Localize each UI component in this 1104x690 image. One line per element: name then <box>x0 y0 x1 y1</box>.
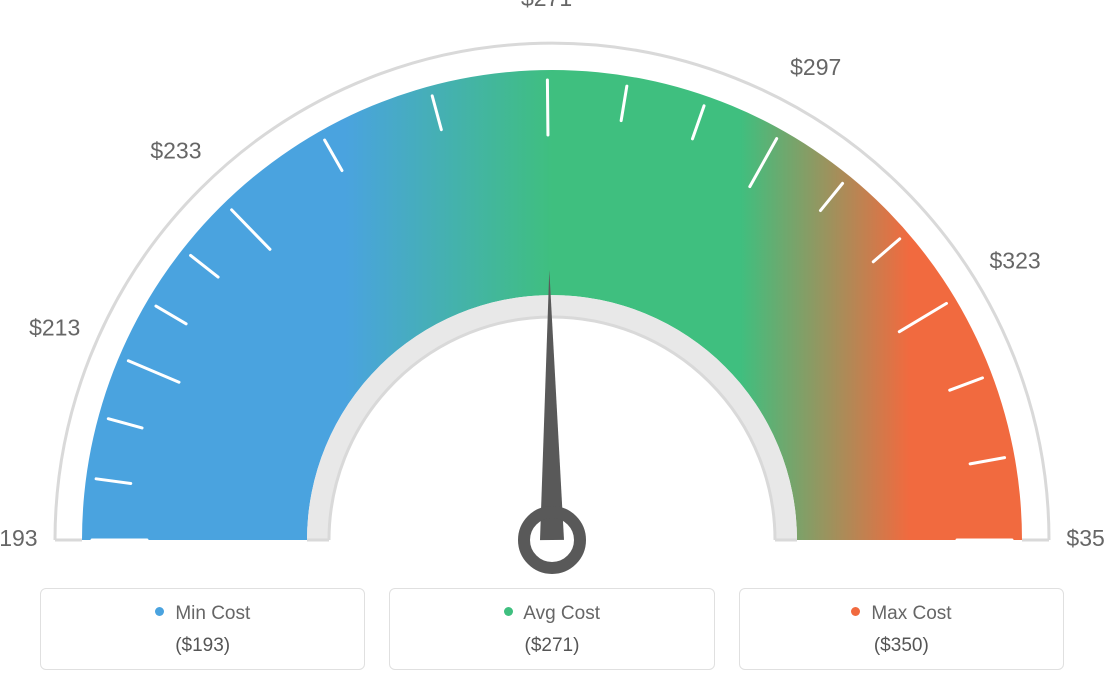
legend-min-title: Min Cost <box>49 603 356 625</box>
legend-min: Min Cost ($193) <box>40 588 365 670</box>
svg-text:$350: $350 <box>1066 525 1104 551</box>
legend-max-value: ($350) <box>748 635 1055 657</box>
legend-avg: Avg Cost ($271) <box>389 588 714 670</box>
legend-avg-label: Avg Cost <box>523 603 600 624</box>
cost-gauge-chart: $193 $213 $233 $271 $297 $323 $350 Min Cost ($… <box>0 0 1104 690</box>
svg-text:$297: $297 <box>790 54 841 80</box>
svg-text:$233: $233 <box>150 138 201 164</box>
legend-min-dot <box>155 607 164 616</box>
svg-text:$323: $323 <box>990 247 1041 273</box>
svg-text:$271: $271 <box>521 0 572 11</box>
gauge-svg: $193 $213 $233 $271 $297 $323 $350 <box>0 0 1104 576</box>
legend-max-title: Max Cost <box>748 603 1055 625</box>
legend-max-dot <box>851 607 860 616</box>
legend-row: Min Cost ($193) Avg Cost ($271) Max Cost… <box>40 588 1064 670</box>
legend-min-value: ($193) <box>49 635 356 657</box>
legend-avg-title: Avg Cost <box>398 603 705 625</box>
legend-max-label: Max Cost <box>871 603 951 624</box>
legend-avg-dot <box>504 607 513 616</box>
legend-avg-value: ($271) <box>398 635 705 657</box>
legend-min-label: Min Cost <box>175 603 250 624</box>
legend-max: Max Cost ($350) <box>739 588 1064 670</box>
svg-text:$213: $213 <box>29 315 80 341</box>
svg-text:$193: $193 <box>0 525 38 551</box>
